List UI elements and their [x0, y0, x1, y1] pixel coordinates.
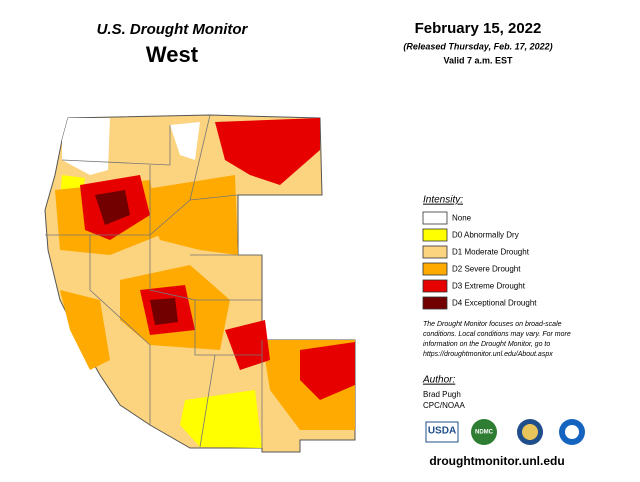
legend-swatch [422, 262, 448, 276]
legend-swatch [422, 228, 448, 242]
note: The Drought Monitor focuses on broad-sca… [423, 321, 571, 358]
d2-area [60, 290, 110, 370]
legend-label: D3 Extreme Drought [452, 282, 526, 291]
legend-label: None [452, 214, 472, 223]
d4-area [150, 298, 178, 325]
map [44, 114, 356, 453]
legend: None D0 Abnormally Dry D1 Moderate Drought… [422, 211, 537, 310]
legend-label: D1 Moderate Drought [452, 248, 530, 257]
author-line: Brad Pugh [423, 390, 461, 399]
d4-area [95, 190, 130, 225]
author-label: Author: [422, 375, 455, 386]
none-area [170, 122, 200, 160]
state-borders [45, 114, 263, 448]
legend-label: D2 Severe Drought [452, 265, 521, 274]
legend-swatch [422, 279, 448, 293]
legend-title: Intensity: [423, 195, 463, 206]
url: droughtmonitor.unl.edu [429, 454, 564, 468]
logos: USDA NDMC [425, 419, 585, 445]
logo-circle [522, 424, 538, 440]
logo: NDMC [475, 430, 494, 436]
legend-label: D4 Exceptional Drought [452, 299, 537, 308]
note-line: The Drought Monitor focuses on broad-sca… [423, 321, 562, 328]
logo-circle [471, 419, 497, 445]
d3-area [225, 320, 270, 370]
author-line: CPC/NOAA [423, 401, 465, 410]
note-line: https://droughtmonitor.unl.edu/About.asp… [423, 351, 553, 358]
d3-area [300, 342, 355, 400]
logo-box [425, 421, 459, 443]
note-line: information on the Drought Monitor, go t… [423, 341, 550, 348]
d3-area [215, 118, 320, 185]
date: February 15, 2022 [415, 20, 542, 37]
title: U.S. Drought Monitor [97, 21, 249, 38]
note-line: conditions. Local conditions may vary. F… [423, 331, 571, 338]
legend-swatch [422, 211, 448, 225]
logo: USDA [428, 426, 456, 437]
legend-swatch [422, 296, 448, 310]
released: (Released Thursday, Feb. 17, 2022) [403, 41, 552, 51]
legend-label: D0 Abnormally Dry [452, 231, 519, 240]
d0-area [180, 390, 262, 448]
legend-swatch [422, 245, 448, 259]
logo-circle [565, 425, 579, 439]
valid: Valid 7 a.m. EST [443, 55, 513, 65]
d2-area [140, 175, 238, 255]
region: West [146, 42, 199, 67]
author: Brad Pugh CPC/NOAA [423, 390, 465, 410]
